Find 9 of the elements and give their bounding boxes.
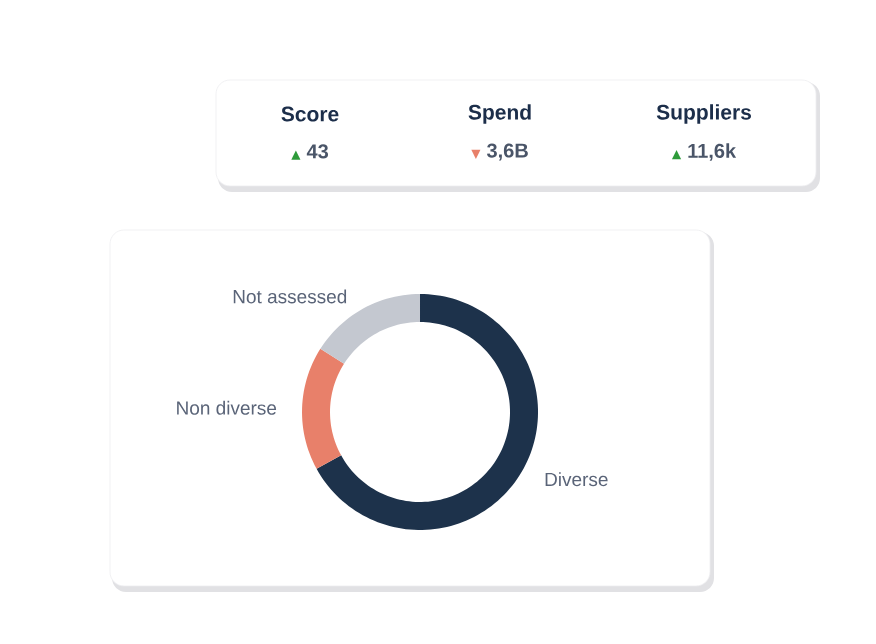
slice-label: Not assessed: [233, 289, 347, 304]
slice-label: Non diverse: [177, 400, 277, 415]
category-label: Spend: [468, 104, 531, 124]
category-label: Suppliers: [656, 104, 752, 124]
text: 43: [306, 144, 329, 159]
text: 3,6B: [486, 143, 528, 161]
text: 11,6k: [688, 143, 737, 161]
slice-label: Diverse: [545, 472, 608, 487]
category-label: Score: [281, 106, 339, 122]
